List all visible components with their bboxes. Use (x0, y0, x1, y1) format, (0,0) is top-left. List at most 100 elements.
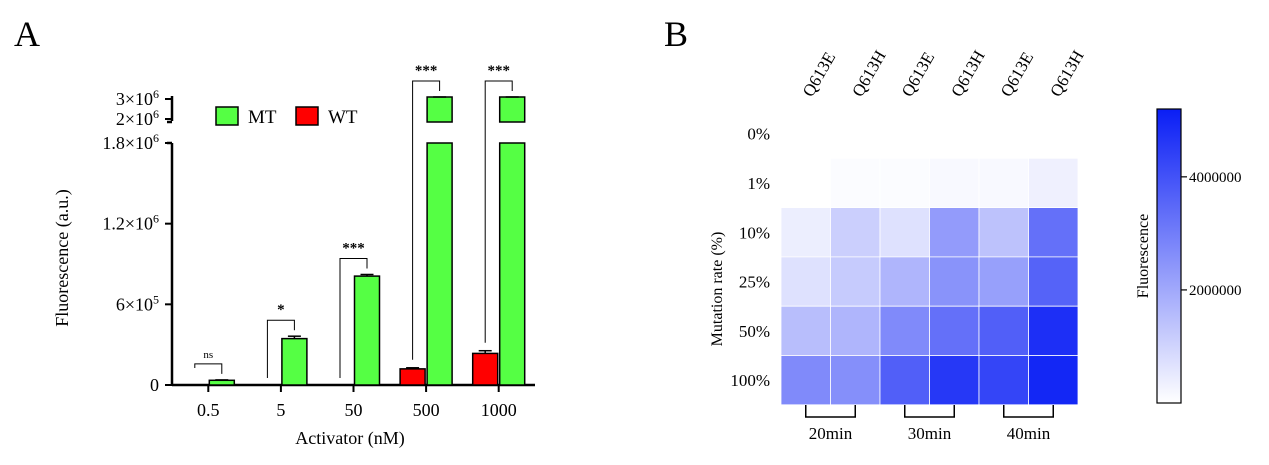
time-group-brackets: 20min 30min 40min (805, 405, 1054, 443)
heatmap-cell (1028, 256, 1079, 307)
y-tick-label: 2×106 (116, 107, 159, 129)
y-tick-label: 6×105 (116, 292, 159, 314)
significance-marks: ns******* *** (194, 63, 513, 378)
heatmap-cell (879, 355, 930, 406)
bar-mt (281, 337, 308, 386)
bar-wt (399, 368, 426, 386)
legend-swatch-mt (215, 106, 239, 126)
heatmap-cell (780, 157, 831, 209)
significance-label: * (277, 302, 285, 318)
heatmap-cell (830, 207, 881, 258)
y-axis-title: Fluorescence (a.u.) (52, 189, 73, 326)
significance-label: ns (203, 349, 213, 361)
x-tick-label: 5 (276, 400, 285, 420)
bar-mt-upper (426, 96, 453, 123)
heatmap-cell (830, 305, 881, 356)
heatmap-cell (780, 207, 831, 258)
heatmap-cell (978, 256, 1029, 307)
column-label: Q613E (997, 49, 1038, 100)
x-axis-title: Activator (nM) (295, 428, 404, 449)
colorbar-tick-label: 4000000 (1189, 170, 1242, 186)
significance-label: *** (415, 63, 438, 79)
time-group-bracket (805, 405, 856, 418)
heatmap-cell (879, 157, 930, 209)
heatmap-cell (780, 305, 831, 356)
row-label: 10% (739, 223, 770, 242)
row-label: 0% (747, 125, 770, 144)
time-group-bracket (904, 405, 955, 418)
bar-mt-upper (498, 96, 526, 123)
heatmap-column-labels: Q613E Q613H Q613E Q613H Q613E Q613H (799, 47, 1088, 100)
significance-bracket (412, 80, 441, 360)
bar-mt (353, 275, 381, 386)
heatmap-grid (780, 157, 1079, 406)
y-tick-label: 3×106 (116, 87, 159, 109)
significance-label: *** (487, 63, 510, 79)
heatmap-cell (830, 355, 881, 406)
panel-b-label: B (664, 14, 688, 54)
heatmap-cell (1028, 207, 1079, 258)
heatmap-cell (978, 207, 1029, 258)
row-label: 25% (739, 273, 770, 292)
legend-label-wt: WT (328, 107, 358, 128)
bars-a (208, 96, 526, 386)
heatmap-cell (830, 157, 881, 209)
x-tick-label: 500 (413, 400, 440, 420)
heatmap-cell (879, 256, 930, 307)
heatmap-cell (978, 355, 1029, 406)
heatmap-cell (929, 305, 980, 356)
panel-b: B Mutation rate (%) Q613E Q613H Q613E Q613H… (664, 14, 1242, 443)
colorbar-tick-label: 2000000 (1189, 283, 1242, 299)
significance-label: *** (342, 240, 365, 256)
time-group-label: 40min (1007, 424, 1051, 443)
significance-bracket (266, 319, 295, 378)
heatmap-cell (780, 355, 831, 406)
y-tick-label: 0 (150, 375, 159, 395)
legend-a: MT WT (215, 106, 358, 128)
heatmap-cell (1028, 157, 1079, 209)
bar-mt (208, 379, 236, 386)
y-tick-label: 1.8×106 (102, 131, 159, 153)
heatmap-row-labels: 0% 1% 10% 25% 50% 100% (730, 125, 770, 391)
panel-a: A Fluorescence (a.u.) Activator (nM) 0 6×… (14, 14, 535, 449)
row-label: 100% (730, 371, 770, 390)
colorbar: 2000000 4000000 (1156, 108, 1242, 404)
row-label: 1% (747, 174, 770, 193)
heatmap-cell (780, 256, 831, 307)
bar-wt (471, 352, 499, 386)
heatmap-cell (929, 256, 980, 307)
bar-mt (426, 142, 453, 386)
significance-bracket (194, 363, 223, 374)
x-tick-label: 50 (345, 400, 363, 420)
bar-mt (498, 142, 526, 386)
legend-label-mt: MT (248, 107, 277, 128)
column-label: Q613H (1046, 47, 1087, 100)
heatmap-cell (978, 157, 1029, 209)
column-label: Q613E (898, 49, 939, 100)
panel-a-label: A (14, 14, 40, 54)
legend-swatch-wt (295, 106, 319, 126)
heatmap-cell (929, 157, 980, 209)
column-label: Q613E (799, 49, 840, 100)
column-label: Q613H (848, 47, 889, 100)
heatmap-y-title: Mutation rate (%) (709, 232, 726, 347)
x-tick-label: 0.5 (197, 400, 220, 420)
row-label: 50% (739, 322, 770, 341)
x-tick-label: 1000 (481, 400, 517, 420)
heatmap-cell (1028, 305, 1079, 356)
heatmap-cell (929, 207, 980, 258)
time-group-label: 30min (908, 424, 952, 443)
colorbar-title: Fluorescence (1135, 214, 1152, 298)
heatmap-cell (1028, 355, 1079, 406)
heatmap-cell (879, 207, 930, 258)
time-group-bracket (1003, 405, 1054, 418)
heatmap-cell (879, 305, 930, 356)
heatmap-cell (929, 355, 980, 406)
y-tick-label: 1.2×106 (102, 212, 159, 234)
heatmap-cell (830, 256, 881, 307)
column-label: Q613H (947, 47, 988, 100)
time-group-label: 20min (809, 424, 853, 443)
heatmap-cell (978, 305, 1029, 356)
